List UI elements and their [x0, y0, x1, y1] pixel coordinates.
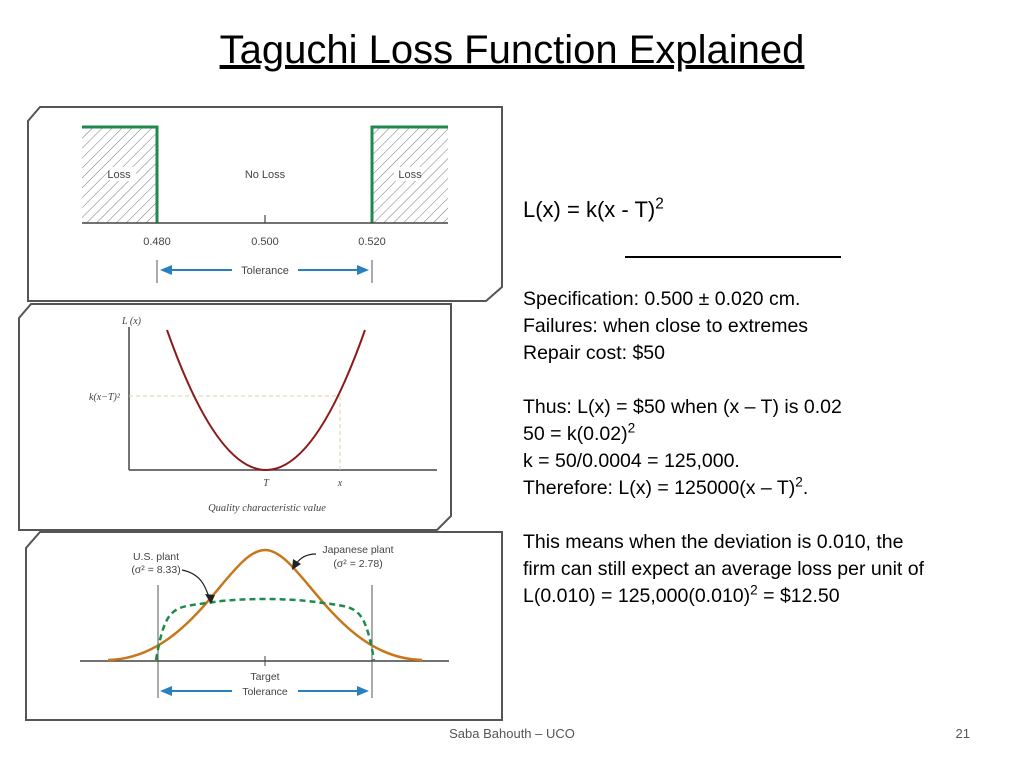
panel-frame	[18, 303, 452, 531]
specification-line: Specification: 0.500 ± 0.020 cm.	[523, 288, 801, 310]
means-line-3: L(0.010) = 125,000(0.010)2 = $12.50	[523, 583, 1013, 610]
y-axis-label: L (x)	[121, 316, 142, 327]
thus-line: Thus: L(x) = $50 when (x – T) is 0.02	[523, 396, 842, 418]
loss-label-bg-right	[394, 167, 420, 181]
loss-label-left: Loss	[107, 169, 131, 181]
japanese-plant-curve	[107, 548, 423, 662]
loss-formula-base: L(x) = k(x - T)	[523, 197, 656, 222]
loss-label-right: Loss	[398, 169, 422, 181]
target-label: Target	[250, 671, 279, 683]
tick-label-0480: 0.480	[143, 236, 171, 248]
formula-underline	[625, 256, 841, 258]
repair-cost-line: Repair cost: $50	[523, 342, 665, 364]
jp-callout-arrowhead	[292, 559, 301, 570]
loss-formula: L(x) = k(x - T)2	[523, 196, 1013, 224]
page-number: 21	[955, 726, 970, 741]
loss-label-bg-left	[110, 167, 136, 181]
spacer	[523, 224, 1013, 286]
spacer	[523, 367, 1013, 394]
x-axis-label: Quality characteristic value	[208, 503, 326, 514]
means-line-2: firm can still expect an average loss pe…	[523, 558, 925, 580]
y-mark-label: k(x−T)²	[89, 392, 121, 403]
panel-frame	[25, 531, 503, 721]
loss-curve	[166, 329, 366, 471]
panel-quadratic-loss: L (x) k(x−T)² T x Quality characteristic…	[17, 302, 455, 532]
japanese-plant-label: Japanese plant	[322, 544, 393, 556]
spacer	[523, 502, 1013, 529]
tick-label-0520: 0.520	[358, 236, 386, 248]
no-loss-label: No Loss	[245, 169, 286, 181]
japanese-plant-sigma: (σ² = 2.78)	[333, 558, 382, 570]
x-mark-T: T	[263, 478, 270, 489]
us-plant-sigma: (σ² = 8.33)	[131, 564, 180, 576]
slide-title: Taguchi Loss Function Explained	[219, 28, 805, 72]
equation-1-exponent: 2	[627, 420, 636, 436]
us-plant-curve	[154, 597, 376, 661]
therefore-base: Therefore: L(x) = 125000(x – T)	[523, 477, 796, 499]
failures-line: Failures: when close to extremes	[523, 315, 809, 337]
arrowhead-left	[160, 686, 172, 696]
panel-step-loss: Loss No Loss Loss 0.480 0.500 0.520 Tole…	[26, 105, 506, 303]
equation-line-1: 50 = k(0.02)2	[523, 421, 1013, 448]
means-line-3-end: = $12.50	[757, 585, 840, 607]
means-line-3-base: L(0.010) = 125,000(0.010)	[523, 585, 751, 607]
footer-author: Saba Bahouth – UCO	[449, 726, 575, 741]
step-loss-figure: Loss No Loss Loss 0.480 0.500 0.520 Tole…	[27, 106, 503, 302]
explanation-text: L(x) = k(x - T)2 Specification: 0.500 ± …	[523, 196, 1013, 610]
therefore-exponent: 2	[795, 474, 803, 490]
us-callout-arrowhead	[205, 594, 215, 604]
loss-formula-exponent: 2	[655, 195, 664, 213]
loss-edge-right	[370, 125, 448, 223]
tick-label-0500: 0.500	[251, 236, 279, 248]
means-line-3-exponent: 2	[750, 582, 758, 598]
x-mark-x: x	[337, 478, 343, 489]
quadratic-loss-figure: L (x) k(x−T)² T x Quality characteristic…	[18, 303, 452, 531]
equation-1-base: 50 = k(0.02)	[523, 423, 628, 445]
means-line-1: This means when the deviation is 0.010, …	[523, 531, 904, 553]
panel-distributions: U.S. plant (σ² = 8.33) Japanese plant (σ…	[24, 530, 506, 722]
arrowhead-left	[160, 265, 172, 275]
arrowhead-right	[357, 265, 369, 275]
equation-line-2: k = 50/0.0004 = 125,000.	[523, 450, 740, 472]
us-plant-label: U.S. plant	[133, 551, 179, 563]
therefore-end: .	[802, 477, 809, 499]
therefore-line: Therefore: L(x) = 125000(x – T)2.	[523, 475, 1013, 502]
distribution-figure: U.S. plant (σ² = 8.33) Japanese plant (σ…	[25, 531, 503, 721]
tolerance-label: Tolerance	[242, 686, 288, 698]
loss-edge-left	[82, 125, 159, 223]
tolerance-label: Tolerance	[241, 265, 289, 277]
arrowhead-right	[357, 686, 369, 696]
